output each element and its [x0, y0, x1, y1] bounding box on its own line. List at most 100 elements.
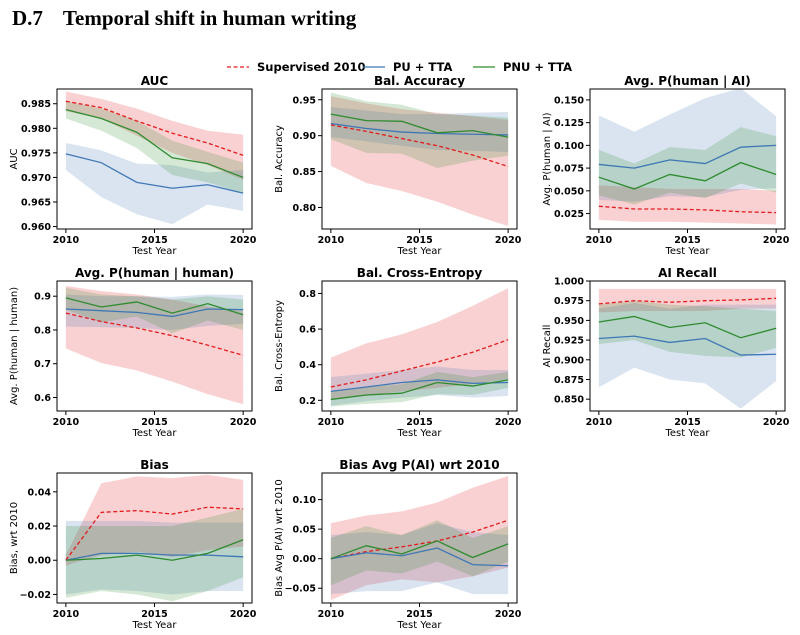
legend-label-1: Supervised 2010 — [257, 60, 366, 74]
section-heading: D.7 Temporal shift in human writing — [12, 6, 356, 31]
y-tick-label: 0.10 — [293, 495, 317, 506]
band-2 — [598, 88, 777, 202]
x-tick-label: 2010 — [318, 235, 345, 246]
y-tick-label: 0.04 — [28, 487, 52, 498]
y-tick-label: 0.6 — [299, 325, 316, 336]
band-2 — [65, 294, 244, 330]
chart-panel-8: 2010 2015 2020 −0.05 0.00 0.05 0.10 Bias Avg P(… — [274, 458, 522, 631]
y-tick-label: 0.125 — [554, 118, 584, 129]
y-tick-label: 0.02 — [28, 522, 51, 533]
band-1 — [330, 96, 509, 227]
y-axis-label: Bias Avg P(AI) wrt 2010 — [274, 479, 285, 597]
y-tick-label: 0.980 — [21, 124, 51, 135]
y-tick-label: 0.4 — [299, 360, 316, 371]
panel-title: Avg. P(human | AI) — [624, 74, 751, 88]
x-tick-label: 2020 — [495, 609, 522, 620]
x-axis-label: Test Year — [396, 620, 442, 631]
y-tick-label: 0.970 — [21, 173, 51, 184]
y-tick-label: 0.8 — [299, 289, 316, 300]
series-line-3 — [65, 297, 244, 316]
y-tick-label: 0.80 — [293, 203, 317, 214]
x-axis-label: Test Year — [131, 620, 177, 631]
band-3 — [598, 300, 777, 358]
y-tick-label: 0.075 — [554, 164, 584, 175]
y-tick-label: 0.050 — [554, 186, 584, 197]
x-tick-label: 2020 — [763, 417, 790, 428]
series-line-1 — [598, 297, 777, 305]
band-1 — [598, 288, 777, 313]
series-line-1 — [330, 339, 509, 388]
series-line-2 — [598, 335, 777, 356]
series-line-1 — [598, 205, 777, 214]
y-tick-label: 0.8 — [34, 325, 51, 336]
band-2 — [330, 366, 509, 406]
x-tick-label: 2015 — [141, 609, 167, 620]
y-tick-label: −0.05 — [285, 584, 316, 595]
chart-panel-1: 2010 2015 2020 0.960 0.965 0.970 0.975 0.980 0.9… — [9, 74, 257, 257]
panel-title: Bal. Accuracy — [374, 74, 465, 88]
y-tick-label: 0.875 — [554, 375, 584, 386]
series-line-3 — [598, 161, 777, 190]
series-line-2 — [330, 379, 509, 393]
x-tick-label: 2015 — [141, 235, 167, 246]
series-line-1 — [330, 124, 509, 168]
y-tick-label: 0.05 — [293, 525, 316, 536]
y-tick-label: 0.95 — [293, 95, 316, 106]
band-1 — [330, 288, 509, 400]
band-1 — [65, 91, 244, 180]
band-2 — [330, 106, 509, 153]
y-tick-label: 0.850 — [554, 395, 584, 406]
band-2 — [65, 143, 244, 225]
y-tick-label: 0.975 — [554, 296, 584, 307]
series-line-3 — [330, 540, 509, 560]
y-tick-label: 0.6 — [34, 393, 51, 404]
y-tick-label: 0.9 — [34, 292, 51, 303]
series-line-3 — [65, 539, 244, 561]
panel-title: AI Recall — [658, 266, 717, 280]
y-tick-label: 0.2 — [299, 396, 316, 407]
x-tick-label: 2015 — [406, 235, 432, 246]
section-title: Temporal shift in human writing — [62, 6, 357, 30]
chart-panel-5: 2010 2015 2020 0.2 0.4 0.6 0.8 Bal. Cross-Entro… — [274, 266, 522, 439]
series-line-1 — [65, 506, 244, 561]
panel-title: Avg. P(human | human) — [75, 266, 234, 280]
panel-title: AUC — [141, 74, 169, 88]
x-tick-label: 2020 — [230, 417, 257, 428]
x-tick-label: 2010 — [53, 417, 80, 428]
legend: Supervised 2010 PU + TTA PNU + TTA — [227, 60, 572, 74]
series-line-2 — [330, 547, 509, 567]
y-tick-label: −0.02 — [20, 590, 51, 601]
x-tick-label: 2010 — [586, 235, 613, 246]
band-1 — [65, 474, 244, 566]
series-line-2 — [65, 153, 244, 194]
chart-panel-2: 2010 2015 2020 0.80 0.85 0.90 0.95 Bal. Accurac… — [274, 74, 522, 257]
y-tick-label: 0.150 — [554, 95, 584, 106]
chart-panel-6: 2010 2015 2020 0.850 0.875 0.900 0.925 0.950 0.9… — [542, 266, 790, 439]
series-line-2 — [330, 122, 509, 136]
x-tick-label: 2020 — [495, 417, 522, 428]
y-tick-label: 0.985 — [21, 99, 51, 110]
y-tick-label: 0.100 — [554, 141, 584, 152]
x-axis-label: Test Year — [396, 246, 442, 257]
x-axis-label: Test Year — [664, 428, 710, 439]
y-axis-label: AI Recall — [542, 325, 553, 368]
x-axis-label: Test Year — [664, 246, 710, 257]
x-tick-label: 2020 — [763, 235, 790, 246]
series-line-2 — [598, 144, 777, 169]
panel-title: Bias Avg P(AI) wrt 2010 — [339, 458, 499, 472]
y-tick-label: 1.000 — [554, 277, 584, 288]
x-tick-label: 2015 — [406, 609, 432, 620]
series-line-2 — [65, 552, 244, 561]
x-tick-label: 2015 — [674, 235, 700, 246]
y-axis-label: Avg. P(human | human) — [9, 287, 20, 405]
series-line-3 — [330, 113, 509, 138]
band-3 — [330, 520, 509, 586]
series-line-3 — [330, 379, 509, 401]
x-tick-label: 2015 — [141, 417, 167, 428]
y-tick-label: 0.950 — [554, 316, 584, 327]
y-axis-label: Bal. Cross-Entropy — [274, 300, 285, 392]
x-axis-label: Test Year — [131, 246, 177, 257]
series-line-3 — [65, 108, 244, 179]
x-tick-label: 2020 — [230, 235, 257, 246]
y-tick-label: 0.00 — [28, 556, 52, 567]
